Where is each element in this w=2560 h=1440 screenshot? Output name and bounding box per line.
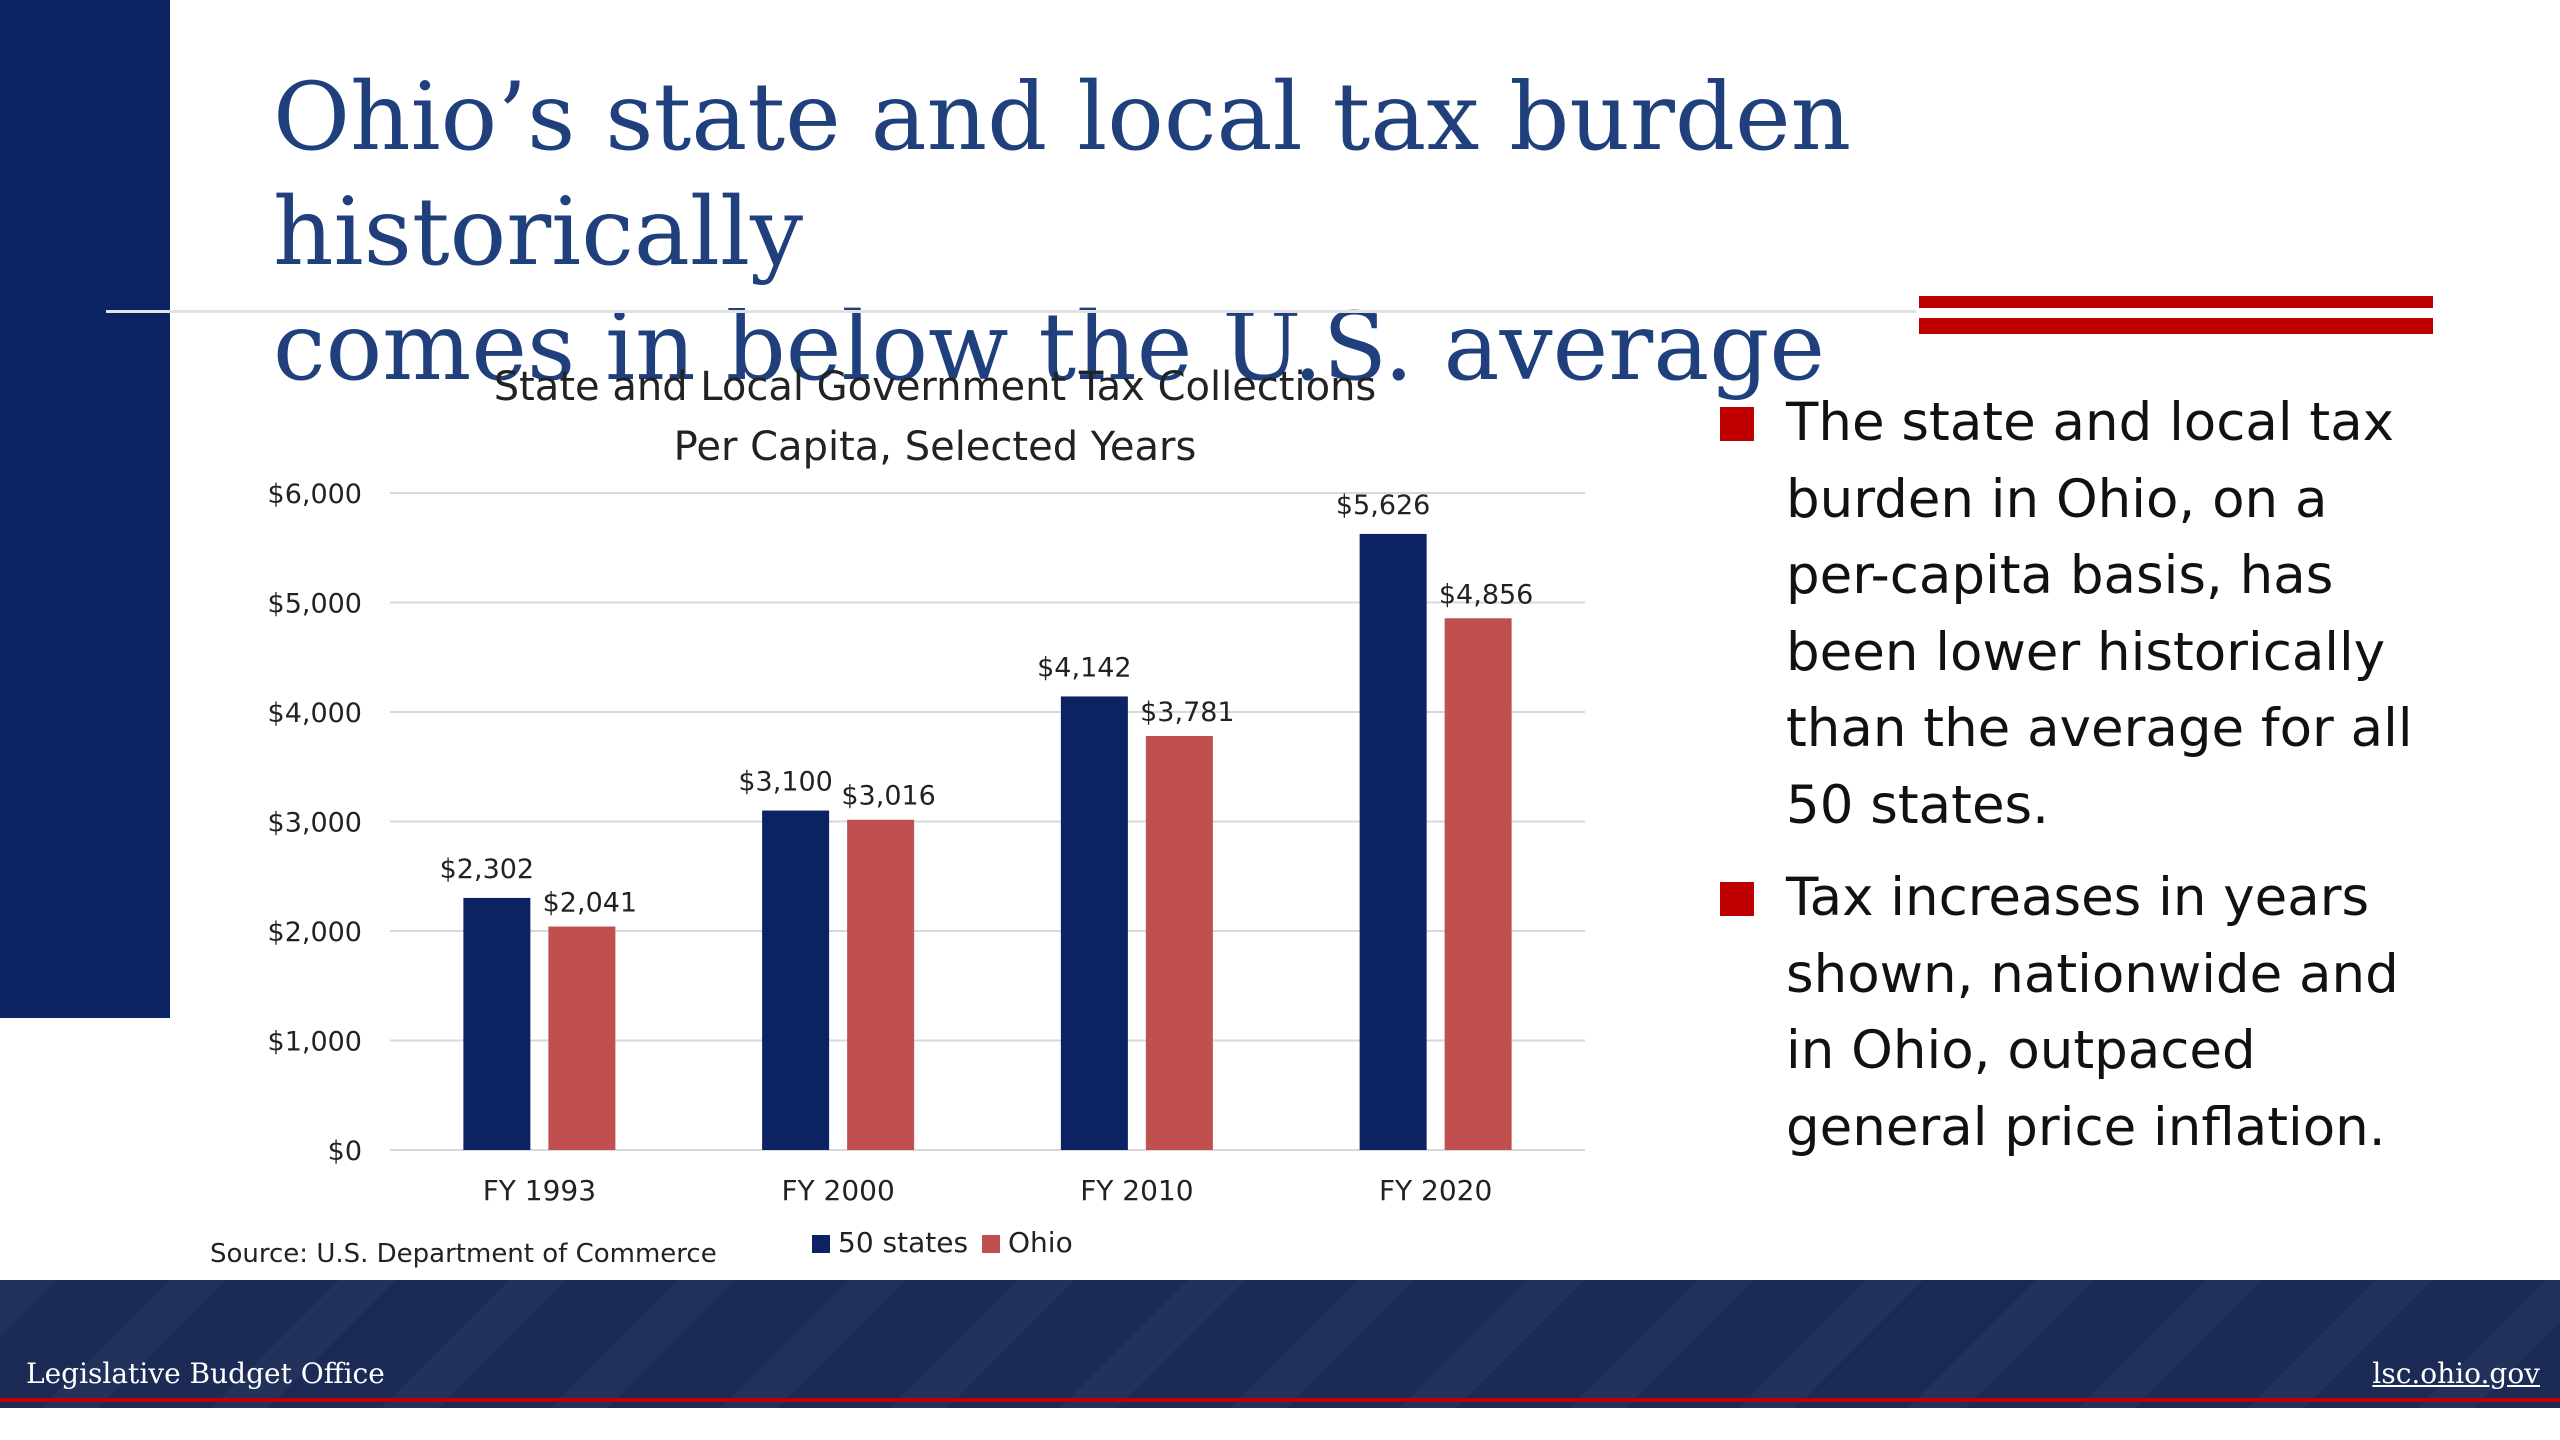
bullet-item: Tax increases in years shown, nationwide… [1720, 860, 2420, 1166]
bar-fifty-states [1060, 696, 1128, 1150]
y-tick-label: $0 [328, 1136, 362, 1167]
bar-ohio [548, 926, 616, 1150]
square-bullet-icon [1720, 407, 1754, 441]
bullet-item: The state and local tax burden in Ohio, … [1720, 385, 2420, 844]
legend-swatch [812, 1235, 830, 1253]
red-accent-bar-bottom [1919, 318, 2433, 334]
y-tick-label: $3,000 [268, 808, 362, 839]
bullet-text: The state and local tax burden in Ohio, … [1786, 392, 2413, 836]
bar-ohio [847, 819, 915, 1150]
bar-value-label: $5,626 [1336, 490, 1430, 521]
footer-website-link[interactable]: lsc.ohio.gov [2372, 1357, 2540, 1390]
legend-label: 50 states [838, 1226, 968, 1259]
x-tick-label: FY 1993 [483, 1174, 596, 1207]
bar-value-label: $3,016 [841, 781, 935, 812]
red-accent-bar-top [1919, 296, 2433, 308]
left-accent-band [0, 0, 170, 1018]
x-tick-label: FY 2000 [781, 1174, 894, 1207]
y-tick-label: $4,000 [268, 698, 362, 729]
source-note: Source: U.S. Department of Commerce [210, 1239, 717, 1269]
chart-title-line-1: State and Local Government Tax Collectio… [494, 364, 1377, 410]
bar-value-labels: $2,302 $2,041 $3,100 $3,016 $4,142 $3,781 $5,6… [440, 490, 1534, 919]
y-tick-label: $5,000 [268, 589, 362, 620]
chart-title-line-2: Per Capita, Selected Years [674, 424, 1197, 470]
bar-ohio [1444, 618, 1512, 1150]
bar-fifty-states [1359, 533, 1427, 1150]
bar-value-label: $4,856 [1439, 579, 1533, 610]
bars [463, 533, 1512, 1150]
legend-label: Ohio [1008, 1226, 1073, 1259]
bar-fifty-states [762, 810, 830, 1150]
x-tick-label: FY 2020 [1379, 1174, 1492, 1207]
bar-value-label: $3,100 [738, 767, 832, 798]
y-tick-label: $6,000 [268, 479, 362, 510]
bullet-text: Tax increases in years shown, nationwide… [1786, 867, 2399, 1158]
bottom-margin [0, 1408, 2560, 1440]
slide-title-line-1: Ohio’s state and local tax burden histor… [273, 63, 1852, 287]
y-tick-label: $2,000 [268, 917, 362, 948]
y-axis-ticks: $0 $1,000 $2,000 $3,000 $4,000 $5,000 $6,000 [268, 479, 362, 1167]
y-tick-label: $1,000 [268, 1027, 362, 1058]
footer-red-line [0, 1398, 2560, 1402]
bar-ohio [1145, 735, 1213, 1150]
bar-value-label: $4,142 [1037, 652, 1131, 683]
footer-band [0, 1280, 2560, 1408]
legend-swatch [982, 1235, 1000, 1253]
bullet-list: The state and local tax burden in Ohio, … [1720, 385, 2420, 1182]
title-divider [106, 310, 1916, 313]
x-tick-label: FY 2010 [1080, 1174, 1193, 1207]
bar-value-label: $3,781 [1140, 697, 1234, 728]
legend: 50 states Ohio [812, 1226, 1073, 1259]
square-bullet-icon [1720, 882, 1754, 916]
bar-fifty-states [463, 897, 531, 1150]
footer-organization: Legislative Budget Office [26, 1357, 385, 1390]
bar-value-label: $2,302 [440, 854, 534, 885]
x-axis-ticks: FY 1993 FY 2000 FY 2010 FY 2020 [483, 1174, 1493, 1207]
bar-value-label: $2,041 [543, 888, 637, 919]
